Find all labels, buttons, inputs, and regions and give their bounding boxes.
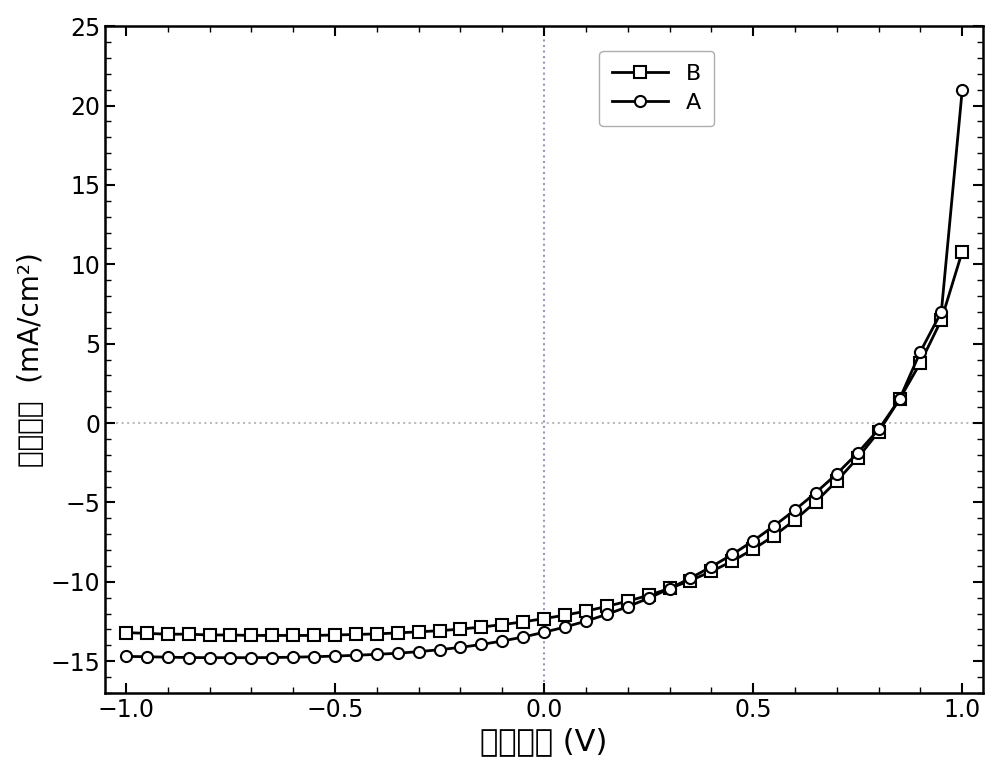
A [266,653,278,662]
A [183,653,195,662]
Y-axis label: 电流密度  (mA/cm²): 电流密度 (mA/cm²) [17,252,45,467]
B [329,630,341,639]
B [413,627,425,636]
B [956,247,968,256]
A [810,488,822,497]
B [266,631,278,640]
B [371,629,383,638]
B [517,617,529,626]
A [329,652,341,661]
B [559,611,571,620]
A [162,652,174,662]
A [914,347,926,356]
B [747,545,759,554]
A [538,628,550,637]
A [768,521,780,530]
Legend: B, A: B, A [599,50,714,126]
A [956,85,968,94]
B [601,601,613,611]
B [287,631,299,640]
B [622,597,634,606]
B [684,576,696,585]
B [831,476,843,485]
A [643,594,655,603]
B [935,315,947,325]
B [496,620,508,629]
Line: B: B [120,246,968,641]
B [120,628,132,637]
A [475,640,487,649]
B [434,626,446,635]
B [162,629,174,638]
B [705,567,717,576]
A [894,394,906,404]
B [852,453,864,462]
A [308,652,320,662]
A [413,647,425,656]
A [705,562,717,571]
B [726,557,738,566]
Line: A: A [120,84,968,663]
B [873,427,885,437]
A [371,649,383,659]
A [622,602,634,611]
B [245,631,257,640]
A [245,653,257,662]
B [475,622,487,632]
A [580,617,592,626]
A [454,642,466,652]
A [852,448,864,458]
A [204,653,216,662]
A [141,652,153,662]
A [287,652,299,662]
B [914,358,926,367]
B [454,625,466,634]
B [643,591,655,600]
A [664,584,676,593]
B [580,607,592,616]
A [496,636,508,645]
B [538,614,550,623]
A [434,645,446,655]
A [789,506,801,515]
A [392,649,404,658]
B [224,630,236,639]
A [601,610,613,619]
B [141,628,153,638]
B [664,584,676,593]
B [204,630,216,639]
B [350,630,362,639]
A [873,424,885,434]
A [684,574,696,583]
B [392,628,404,638]
A [350,651,362,660]
B [308,631,320,640]
A [726,550,738,559]
A [747,536,759,546]
A [831,469,843,478]
A [120,652,132,661]
B [183,629,195,638]
A [224,653,236,662]
A [517,632,529,642]
A [935,308,947,317]
X-axis label: 外加偏压 (V): 外加偏压 (V) [480,727,608,756]
B [894,394,906,404]
B [768,531,780,540]
B [810,497,822,506]
B [789,516,801,525]
A [559,622,571,632]
